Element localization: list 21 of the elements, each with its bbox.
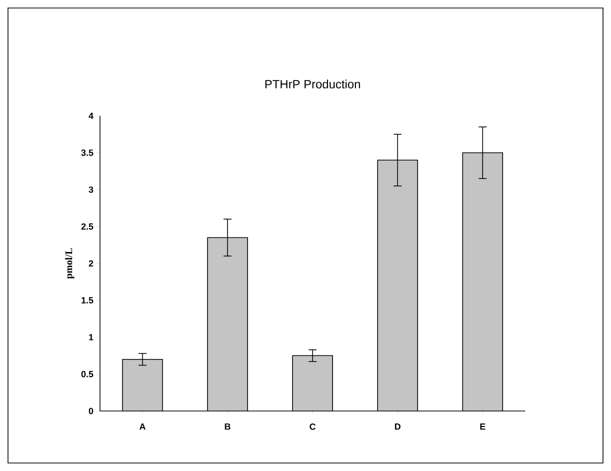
bar [462, 152, 504, 411]
y-axis-title: pmol/L [65, 248, 74, 279]
y-tick-label: 0 [88, 408, 94, 414]
bar [378, 160, 418, 411]
bar [122, 359, 163, 411]
bar [208, 238, 248, 411]
x-tick-label: C [310, 423, 316, 430]
y-tick-label: 4 [88, 112, 94, 119]
y-tick-label: 3.5 [81, 150, 94, 156]
y-tick-label: 1.5 [82, 297, 94, 304]
y-tick-label: 1 [89, 334, 94, 340]
x-tick-label: D [394, 423, 400, 430]
chart-title: PTHrP Production [265, 80, 360, 88]
y-tick-label: 2.5 [81, 223, 94, 230]
x-tick-label: A [140, 423, 146, 430]
x-tick-label: B [224, 423, 230, 430]
y-tick-label: 2 [88, 260, 94, 267]
x-tick-label: E [480, 423, 486, 430]
y-tick-label: 3 [88, 186, 94, 193]
y-tick-label: 0.5 [81, 370, 94, 378]
bar [292, 356, 333, 411]
